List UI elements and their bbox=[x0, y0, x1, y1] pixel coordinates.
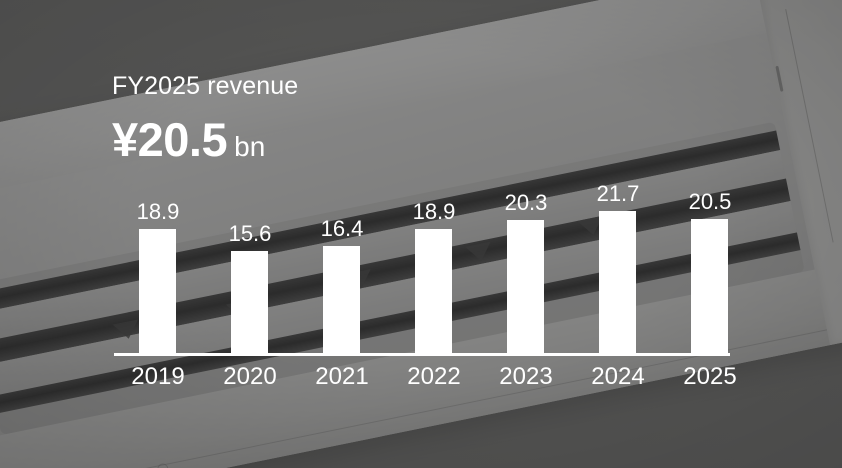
bar-value-label: 16.4 bbox=[320, 216, 364, 241]
bar-year-label: 2025 bbox=[683, 363, 737, 390]
bar-group-2023: 20.3 2023 bbox=[480, 0, 572, 468]
bar-value-label: 18.9 bbox=[136, 199, 180, 224]
bar-value-label: 21.7 bbox=[596, 181, 640, 206]
bar-group-2025: 20.5 2025 bbox=[664, 0, 756, 468]
bar-year-label: 2023 bbox=[499, 363, 553, 390]
bar-2023 bbox=[507, 220, 544, 353]
headline-value-row: ¥20.5 bn bbox=[112, 116, 298, 163]
headline-unit: bn bbox=[234, 131, 266, 162]
chart-baseline-axis bbox=[114, 353, 730, 356]
headline-block: FY2025 revenue ¥20.5 bn bbox=[112, 72, 299, 164]
bar-group-2024: 21.7 2024 bbox=[572, 0, 664, 468]
bar-2021 bbox=[323, 246, 360, 353]
bar-2019 bbox=[139, 229, 176, 353]
bar-value-label: 20.5 bbox=[688, 189, 732, 214]
bar-year-label: 2021 bbox=[315, 363, 369, 390]
bar-group-2020: 15.6 2020 bbox=[204, 0, 296, 468]
bar-year-label: 2020 bbox=[223, 363, 277, 390]
headline-kicker: FY2025 revenue bbox=[112, 72, 299, 100]
bar-2022 bbox=[415, 229, 452, 353]
bar-value-label: 15.6 bbox=[228, 221, 272, 246]
bar-2024 bbox=[599, 211, 636, 353]
bar-year-label: 2019 bbox=[131, 363, 185, 390]
bar-group-2022: 18.9 2022 bbox=[388, 0, 480, 468]
bar-value-label: 18.9 bbox=[412, 199, 456, 224]
bar-group-2021: 16.4 2021 bbox=[296, 0, 388, 468]
bar-group-2019: 18.9 2019 bbox=[112, 0, 204, 468]
bar-2020 bbox=[231, 251, 268, 353]
bar-value-label: 20.3 bbox=[504, 190, 548, 215]
bar-2025 bbox=[691, 219, 728, 353]
bar-year-label: 2022 bbox=[407, 363, 461, 390]
bar-year-label: 2024 bbox=[591, 363, 645, 390]
headline-amount: ¥20.5 bbox=[112, 113, 228, 166]
